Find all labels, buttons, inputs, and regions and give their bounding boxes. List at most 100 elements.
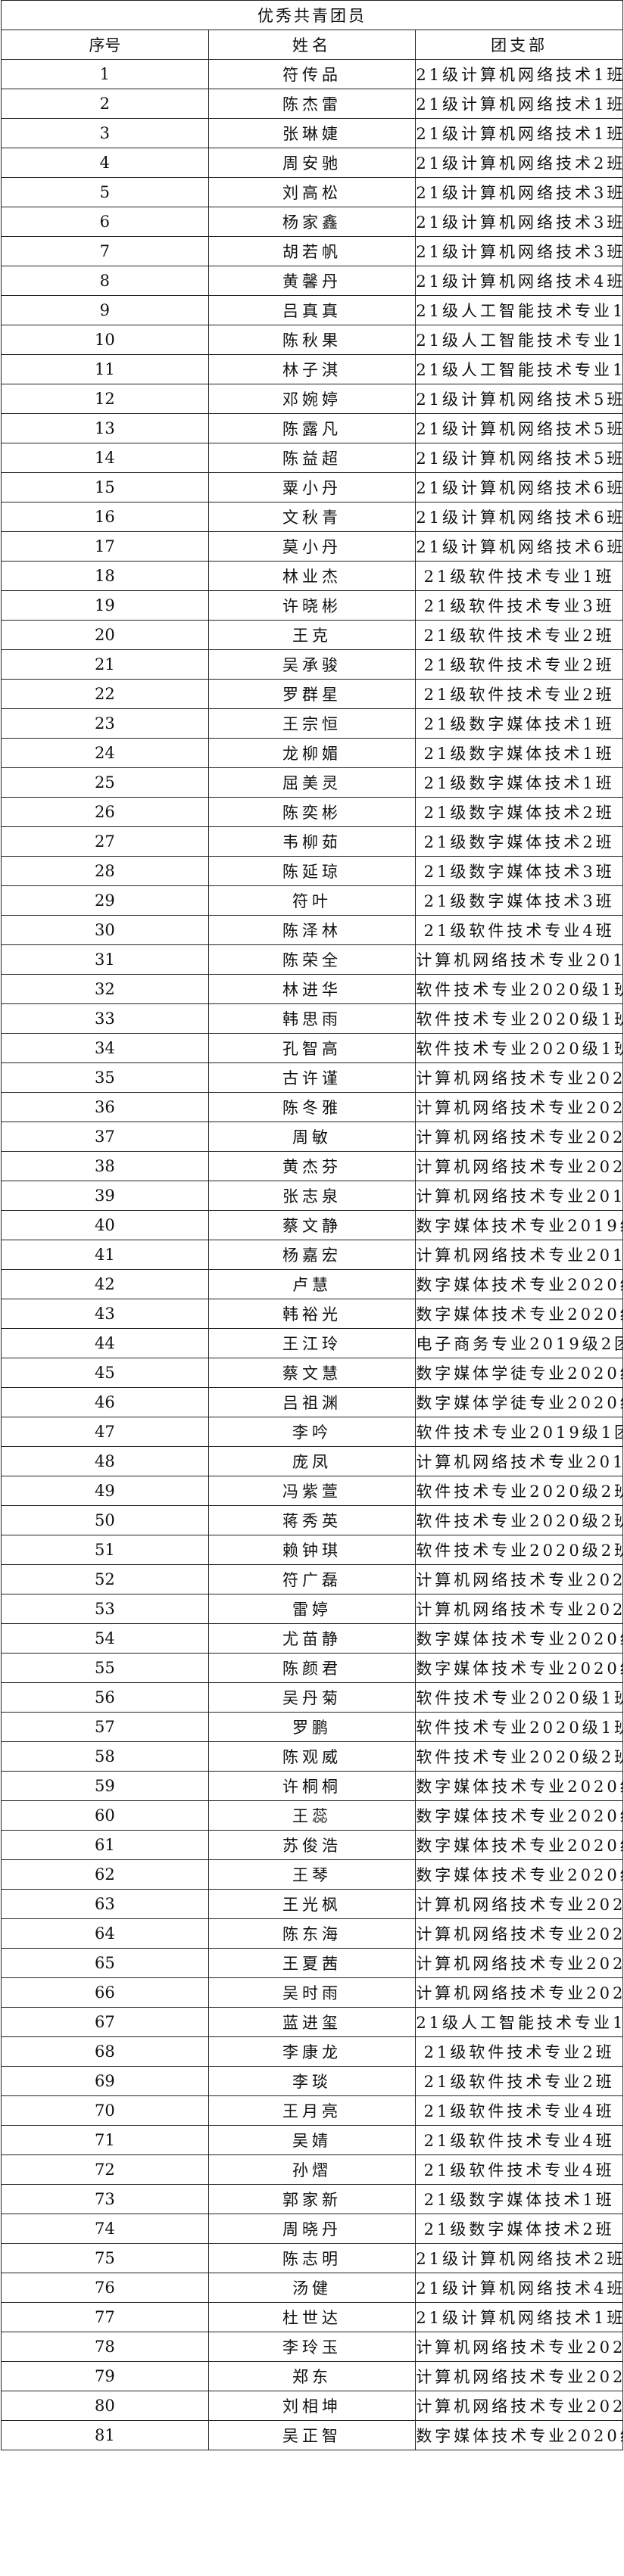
seq-cell: 63: [1, 1889, 209, 1919]
branch-cell: 数字媒体技术专业2020级1班团支部: [415, 1800, 623, 1831]
branch-cell: 数字媒体技术专业2019级1团支部: [415, 1210, 623, 1240]
name-cell: 陈志明: [207, 2243, 417, 2273]
branch-cell: 21级数字媒体技术1班: [415, 738, 623, 768]
seq-cell: 20: [1, 620, 209, 650]
name-cell: 黄馨丹: [207, 266, 417, 296]
name-cell: 王夏茜: [207, 1948, 417, 1978]
name-cell: 蒋秀英: [207, 1505, 417, 1535]
table-row: 76汤健21级计算机网络技术4班团支部: [1, 2273, 623, 2303]
table-row: 37周敏计算机网络技术专业2020级1班团支部: [1, 1122, 623, 1152]
seq-cell: 21: [1, 649, 209, 680]
seq-cell: 74: [1, 2214, 209, 2244]
seq-cell: 2: [1, 89, 209, 119]
table-row: 28 陈延琼 21级数字媒体技术3班: [1, 856, 623, 886]
name-cell: 陈杰雷: [207, 89, 417, 119]
table-row: 14陈益超21级计算机网络技术5班团支部: [1, 443, 623, 473]
name-cell: 郭家新: [207, 2184, 417, 2214]
branch-cell: 21级计算机网络技术6班团支部: [415, 531, 623, 562]
name-cell: 王琴: [207, 1859, 417, 1890]
table-row: 63王光枫计算机网络技术专业2020级1班团支部: [1, 1889, 623, 1919]
name-cell: 陈冬雅: [207, 1092, 417, 1122]
name-cell: 陈延琼: [207, 856, 417, 886]
name-cell: 李康龙: [207, 2036, 417, 2067]
name-cell: 张琳婕: [207, 118, 417, 148]
table-row: 53雷婷计算机网络技术专业2020级3班团支部: [1, 1594, 623, 1624]
name-cell: 林进华: [207, 974, 417, 1004]
table-row: 43韩裕光数字媒体技术专业2020级2班团支部: [1, 1299, 623, 1329]
table-row: 31陈荣全计算机网络技术专业2019级2团支部: [1, 944, 623, 975]
seq-cell: 81: [1, 2420, 209, 2450]
header-name: 姓名: [207, 30, 417, 60]
name-cell: 陈颜君: [207, 1653, 417, 1683]
seq-cell: 48: [1, 1446, 209, 1476]
branch-cell: 软件技术专业2020级1班团支部: [415, 1682, 623, 1713]
table-row: 38黄杰芬计算机网络技术专业2020级1班团支部: [1, 1151, 623, 1181]
branch-cell: 21级数字媒体技术2班: [415, 797, 623, 827]
table-row: 19 许晓彬 21级软件技术专业3班: [1, 590, 623, 621]
branch-cell: 计算机网络技术专业2019级2团支部: [415, 944, 623, 975]
name-cell: 许晓彬: [207, 590, 417, 621]
seq-cell: 55: [1, 1653, 209, 1683]
name-cell: 杜世达: [207, 2302, 417, 2332]
table-row: 39张志泉计算机网络技术专业2019级6团支部: [1, 1181, 623, 1211]
table-row: 70 王月亮 21级软件技术专业4班: [1, 2095, 623, 2126]
table-row: 74 周晓丹 21级数字媒体技术2班: [1, 2214, 623, 2244]
branch-cell: 软件技术专业2020级2班团支部: [415, 1505, 623, 1535]
seq-cell: 27: [1, 826, 209, 857]
seq-cell: 59: [1, 1771, 209, 1801]
table-row: 78李玲玉计算机网络技术专业2020级5班团支部: [1, 2332, 623, 2362]
seq-cell: 54: [1, 1623, 209, 1654]
seq-cell: 41: [1, 1240, 209, 1270]
table-row: 64陈东海计算机网络技术专业2020级2班团支部: [1, 1918, 623, 1949]
branch-cell: 21级软件技术专业1班: [415, 561, 623, 591]
name-cell: 孙熠: [207, 2154, 417, 2185]
name-cell: 吴婧: [207, 2125, 417, 2155]
table-row: 79郑东计算机网络技术专业2020级5班团支部: [1, 2361, 623, 2391]
seq-cell: 46: [1, 1387, 209, 1417]
seq-cell: 52: [1, 1564, 209, 1594]
branch-cell: 21级软件技术专业4班: [415, 2095, 623, 2126]
branch-cell: 软件技术专业2019级1团支部: [415, 1417, 623, 1447]
name-cell: 韩思雨: [207, 1003, 417, 1034]
name-cell: 汤健: [207, 2273, 417, 2303]
name-cell: 陈荣全: [207, 944, 417, 975]
name-cell: 刘相坤: [207, 2391, 417, 2421]
branch-cell: 21级计算机网络技术2班团支部: [415, 148, 623, 178]
branch-cell: 计算机网络技术专业2020级5班团支部: [415, 2391, 623, 2421]
seq-cell: 14: [1, 443, 209, 473]
seq-cell: 50: [1, 1505, 209, 1535]
name-cell: 陈泽林: [207, 915, 417, 945]
table-row: 26 陈奕彬 21级数字媒体技术2班: [1, 797, 623, 827]
name-cell: 陈秋果: [207, 325, 417, 355]
seq-cell: 6: [1, 207, 209, 237]
table-row: 80刘相坤计算机网络技术专业2020级5班团支部: [1, 2391, 623, 2421]
seq-cell: 38: [1, 1151, 209, 1181]
table-row: 30 陈泽林 21级软件技术专业4班: [1, 915, 623, 945]
branch-cell: 计算机网络技术专业2020级1班团支部: [415, 1889, 623, 1919]
table-row: 71 吴婧 21级软件技术专业4班: [1, 2125, 623, 2155]
name-cell: 邓婉婷: [207, 384, 417, 414]
name-cell: 胡若帆: [207, 236, 417, 266]
table-row: 3张琳婕21级计算机网络技术1班团支部: [1, 118, 623, 148]
table-row: 20 王克 21级软件技术专业2班: [1, 620, 623, 650]
seq-cell: 8: [1, 266, 209, 296]
seq-cell: 19: [1, 590, 209, 621]
branch-cell: 数字媒体技术专业2020级2班团支部: [415, 1269, 623, 1299]
seq-cell: 58: [1, 1741, 209, 1772]
branch-cell: 21级软件技术专业2班: [415, 679, 623, 709]
seq-cell: 53: [1, 1594, 209, 1624]
branch-cell: 21级数字媒体技术2班: [415, 826, 623, 857]
seq-cell: 60: [1, 1800, 209, 1831]
branch-cell: 21级软件技术专业2班: [415, 2066, 623, 2096]
branch-cell: 计算机网络技术专业2020级4班团支部: [415, 1062, 623, 1093]
name-cell: 杨家鑫: [207, 207, 417, 237]
table-row: 51赖钟琪软件技术专业2020级2班团支部: [1, 1535, 623, 1565]
table-row: 8黄馨丹21级计算机网络技术4班团支部: [1, 266, 623, 296]
seq-cell: 12: [1, 384, 209, 414]
seq-cell: 69: [1, 2066, 209, 2096]
name-cell: 吴时雨: [207, 1977, 417, 2008]
branch-cell: 计算机网络技术专业2019级5团支部: [415, 1240, 623, 1270]
seq-cell: 30: [1, 915, 209, 945]
name-cell: 屈美灵: [207, 767, 417, 798]
seq-cell: 49: [1, 1476, 209, 1506]
